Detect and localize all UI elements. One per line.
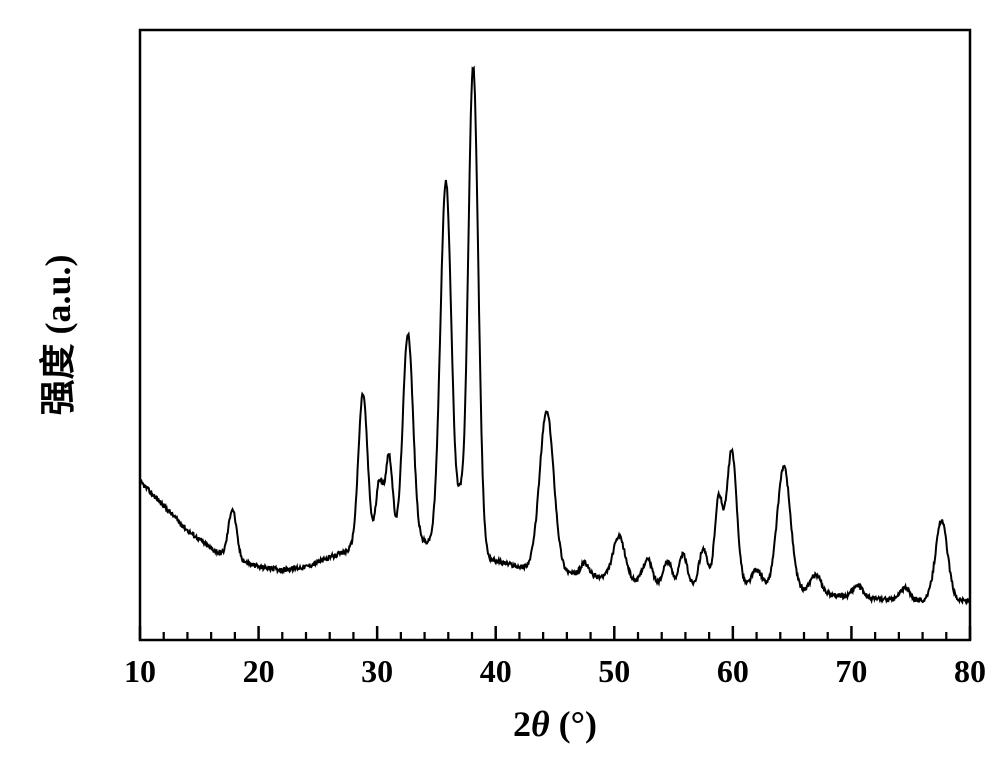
x-tick-label: 30 <box>361 653 393 689</box>
xrd-chart: 10 20 30 40 50 60 70 80 2θ (°) 强度 (a.u.) <box>0 0 1000 773</box>
x-tick-label: 70 <box>835 653 867 689</box>
x-tick-label: 80 <box>954 653 986 689</box>
y-axis-title: 强度 (a.u.) <box>38 255 78 416</box>
x-tick-label: 40 <box>480 653 512 689</box>
x-tick-label: 20 <box>243 653 275 689</box>
x-tick-label: 10 <box>124 653 156 689</box>
x-axis-title: 2θ (°) <box>513 704 597 744</box>
x-tick-label: 60 <box>717 653 749 689</box>
x-tick-label: 50 <box>598 653 630 689</box>
